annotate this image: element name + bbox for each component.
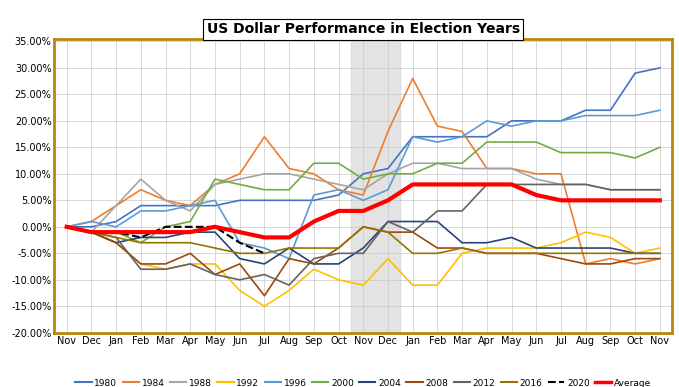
Legend: 1980, 1984, 1988, 1992, 1996, 2000, 2004, 2008, 2012, 2016, 2020, Average: 1980, 1984, 1988, 1992, 1996, 2000, 2004… [75,378,651,387]
Title: US Dollar Performance in Election Years: US Dollar Performance in Election Years [206,22,520,36]
Bar [351,39,401,333]
